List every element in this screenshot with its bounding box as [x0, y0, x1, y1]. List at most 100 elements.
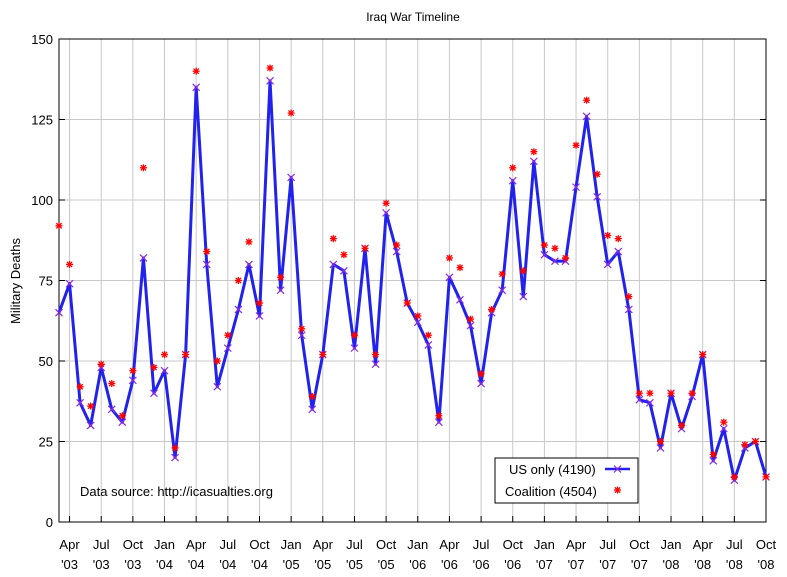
marker-stroke: [66, 261, 73, 268]
marker-stroke: [339, 266, 348, 275]
coalition-point: [403, 299, 411, 307]
marker-stroke: [562, 254, 569, 262]
marker-stroke: [614, 247, 623, 256]
coalition-point: [424, 331, 432, 339]
us-only-point: [86, 421, 95, 430]
marker-stroke: [593, 192, 602, 201]
coalition-point: [182, 351, 190, 359]
us-only-point: [171, 453, 179, 462]
coalition-point: [161, 351, 169, 359]
x-tick-label-month: Jul: [726, 537, 743, 552]
x-tick-label-year: '03: [124, 557, 141, 572]
x-tick-label-month: Jul: [220, 537, 237, 552]
coalition-point: [635, 389, 643, 397]
marker-stroke: [477, 379, 486, 388]
marker-stroke: [529, 157, 538, 166]
marker-stroke: [108, 380, 115, 387]
coalition-point: [572, 141, 580, 149]
coalition-point: [562, 254, 570, 262]
us-only-point: [202, 260, 211, 269]
y-tick-label: 100: [31, 193, 53, 208]
us-only-point: [245, 260, 253, 269]
marker-stroke: [667, 390, 675, 397]
marker-stroke: [719, 424, 728, 433]
us-only-point: [139, 254, 148, 262]
marker-stroke: [308, 405, 317, 414]
marker-stroke: [478, 370, 485, 377]
marker-stroke: [55, 222, 63, 229]
x-tick-label-year: '06: [504, 557, 521, 572]
us-only-point: [593, 192, 602, 201]
x-tick-label-month: Oct: [503, 537, 524, 552]
x-tick-label-year: '08: [694, 557, 711, 572]
coalition-point: [393, 241, 401, 249]
marker-stroke: [646, 398, 654, 407]
x-tick-label-month: Apr: [693, 537, 714, 552]
marker-stroke: [371, 360, 380, 369]
us-only-point: [107, 405, 116, 414]
coalition-point: [583, 96, 591, 104]
us-only-point: [529, 157, 538, 166]
marker-stroke: [741, 441, 748, 448]
us-only-point: [614, 247, 623, 256]
marker-stroke: [234, 305, 243, 314]
x-tick-label-year: '08: [663, 557, 680, 572]
marker-stroke: [150, 364, 158, 371]
coalition-point: [213, 357, 221, 365]
us-only-point: [371, 360, 380, 369]
us-only-point: [350, 344, 359, 353]
marker-stroke: [604, 232, 611, 239]
marker-stroke: [615, 235, 622, 242]
legend-label-us-only: US only (4190): [509, 462, 596, 477]
us-only-point: [308, 405, 317, 414]
marker-stroke: [266, 76, 274, 85]
marker-stroke: [161, 351, 168, 358]
marker-stroke: [340, 251, 347, 258]
marker-stroke: [689, 390, 696, 397]
us-only-point: [276, 286, 285, 295]
coalition-point: [456, 264, 464, 272]
x-tick-label-year: '03: [61, 557, 78, 572]
coalition-point: [266, 64, 274, 72]
marker-stroke: [213, 382, 222, 391]
marker-stroke: [287, 173, 296, 182]
marker-stroke: [140, 164, 147, 171]
us-only-point: [255, 311, 264, 320]
x-tick-label-month: Apr: [313, 537, 334, 552]
y-tick-label: 25: [39, 435, 53, 450]
marker-stroke: [582, 112, 591, 121]
us-only-point: [287, 173, 296, 182]
marker-stroke: [551, 257, 559, 266]
marker-stroke: [434, 418, 443, 427]
marker-stroke: [297, 331, 306, 340]
us-only-point: [466, 321, 475, 330]
marker-stroke: [752, 438, 759, 445]
marker-stroke: [413, 318, 422, 327]
us-only-point: [434, 418, 443, 427]
coalition-point: [245, 238, 253, 246]
x-tick-label-year: '04: [188, 557, 205, 572]
coalition-point: [203, 248, 211, 256]
marker-stroke: [160, 366, 169, 375]
x-tick-label-year: '06: [409, 557, 426, 572]
marker-stroke: [636, 390, 643, 397]
marker-stroke: [288, 109, 295, 117]
marker-stroke: [383, 200, 390, 207]
marker-stroke: [572, 142, 580, 149]
marker-stroke: [583, 97, 590, 104]
coalition-point: [118, 412, 126, 420]
coalition-point: [287, 109, 295, 117]
marker-stroke: [446, 254, 453, 262]
coalition-point: [108, 380, 116, 388]
us-only-point: [55, 308, 63, 317]
x-tick-label-month: Oct: [123, 537, 144, 552]
marker-stroke: [404, 299, 411, 307]
marker-stroke: [699, 351, 706, 358]
x-tick-label-month: Jul: [346, 537, 363, 552]
marker-stroke: [540, 250, 549, 259]
coalition-point: [477, 370, 485, 378]
us-only-point: [297, 331, 306, 340]
us-only-point: [160, 366, 169, 375]
coalition-point: [741, 441, 749, 449]
coalition-point: [66, 260, 74, 268]
